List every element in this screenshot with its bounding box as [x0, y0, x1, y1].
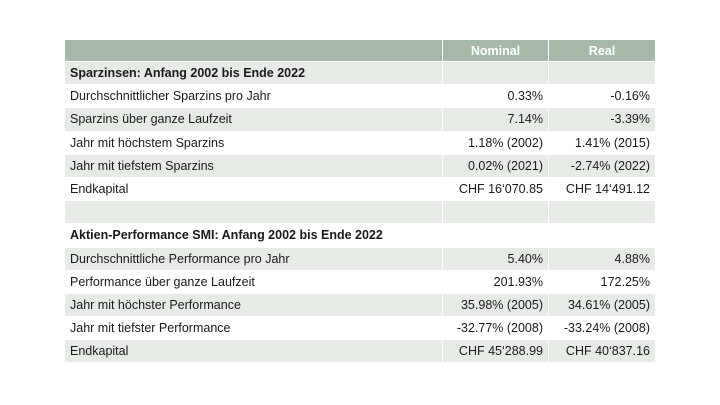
- real-value: -33.24% (2008): [548, 317, 655, 341]
- nominal-value: 1.18% (2002): [442, 131, 548, 155]
- empty-cell: [548, 201, 655, 225]
- table-row: Durchschnittlicher Sparzins pro Jahr 0.3…: [65, 85, 655, 109]
- header-label-cell: [65, 40, 442, 62]
- table-row: Jahr mit tiefstem Sparzins 0.02% (2021) …: [65, 154, 655, 178]
- row-label: Sparzins über ganze Laufzeit: [65, 108, 442, 132]
- real-value: -0.16%: [548, 85, 655, 109]
- empty-cell: [442, 62, 548, 86]
- section-title-stocks: Aktien-Performance SMI: Anfang 2002 bis …: [65, 224, 442, 248]
- row-label: Jahr mit höchster Performance: [65, 293, 442, 318]
- table-row: Jahr mit höchstem Sparzins 1.18% (2002) …: [65, 131, 655, 155]
- real-value: -2.74% (2022): [548, 154, 655, 178]
- row-label: Endkapital: [65, 177, 442, 202]
- table-row: Jahr mit höchster Performance 35.98% (20…: [65, 293, 655, 318]
- comparison-table: Nominal Real Sparzinsen: Anfang 2002 bis…: [65, 40, 655, 364]
- header-row: Nominal Real: [65, 40, 655, 62]
- real-value: 1.41% (2015): [548, 131, 655, 155]
- table-row: Endkapital CHF 45‘288.99 CHF 40‘837.16: [65, 340, 655, 364]
- real-value: 34.61% (2005): [548, 293, 655, 318]
- real-value: 172.25%: [548, 270, 655, 294]
- spacer-row: [65, 201, 655, 225]
- nominal-value: 0.33%: [442, 85, 548, 109]
- real-value: CHF 40‘837.16: [548, 340, 655, 364]
- empty-cell: [65, 201, 442, 225]
- real-value: CHF 14‘491.12: [548, 177, 655, 202]
- table-row: Durchschnittliche Performance pro Jahr 5…: [65, 247, 655, 271]
- table-row: Performance über ganze Laufzeit 201.93% …: [65, 270, 655, 294]
- table-row: Jahr mit tiefster Performance -32.77% (2…: [65, 317, 655, 341]
- row-label: Durchschnittliche Performance pro Jahr: [65, 247, 442, 271]
- table-row: Sparzins über ganze Laufzeit 7.14% -3.39…: [65, 108, 655, 132]
- nominal-value: 7.14%: [442, 108, 548, 132]
- nominal-value: 5.40%: [442, 247, 548, 271]
- empty-cell: [548, 62, 655, 86]
- section-row-stocks: Aktien-Performance SMI: Anfang 2002 bis …: [65, 224, 655, 248]
- empty-cell: [442, 224, 548, 248]
- nominal-value: CHF 16‘070.85: [442, 177, 548, 202]
- real-value: -3.39%: [548, 108, 655, 132]
- nominal-value: CHF 45‘288.99: [442, 340, 548, 364]
- header-real: Real: [548, 40, 655, 62]
- row-label: Durchschnittlicher Sparzins pro Jahr: [65, 85, 442, 109]
- row-label: Performance über ganze Laufzeit: [65, 270, 442, 294]
- row-label: Jahr mit tiefster Performance: [65, 317, 442, 341]
- row-label: Jahr mit tiefstem Sparzins: [65, 154, 442, 178]
- row-label: Endkapital: [65, 340, 442, 364]
- section-title-savings: Sparzinsen: Anfang 2002 bis Ende 2022: [65, 62, 442, 86]
- empty-cell: [548, 224, 655, 248]
- nominal-value: 201.93%: [442, 270, 548, 294]
- row-label: Jahr mit höchstem Sparzins: [65, 131, 442, 155]
- real-value: 4.88%: [548, 247, 655, 271]
- section-row-savings: Sparzinsen: Anfang 2002 bis Ende 2022: [65, 62, 655, 86]
- nominal-value: 35.98% (2005): [442, 293, 548, 318]
- nominal-value: -32.77% (2008): [442, 317, 548, 341]
- nominal-value: 0.02% (2021): [442, 154, 548, 178]
- empty-cell: [442, 201, 548, 225]
- header-nominal: Nominal: [442, 40, 548, 62]
- table-row: Endkapital CHF 16‘070.85 CHF 14‘491.12: [65, 177, 655, 202]
